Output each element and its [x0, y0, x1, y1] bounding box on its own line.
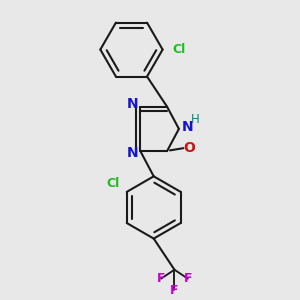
Text: O: O [183, 141, 195, 155]
Text: H: H [191, 113, 200, 126]
Text: Cl: Cl [172, 43, 185, 56]
Text: N: N [182, 120, 194, 134]
Text: Cl: Cl [106, 177, 119, 190]
Text: F: F [170, 284, 179, 297]
Text: F: F [157, 272, 165, 285]
Text: F: F [184, 272, 192, 285]
Text: N: N [127, 98, 139, 111]
Text: N: N [127, 146, 139, 160]
